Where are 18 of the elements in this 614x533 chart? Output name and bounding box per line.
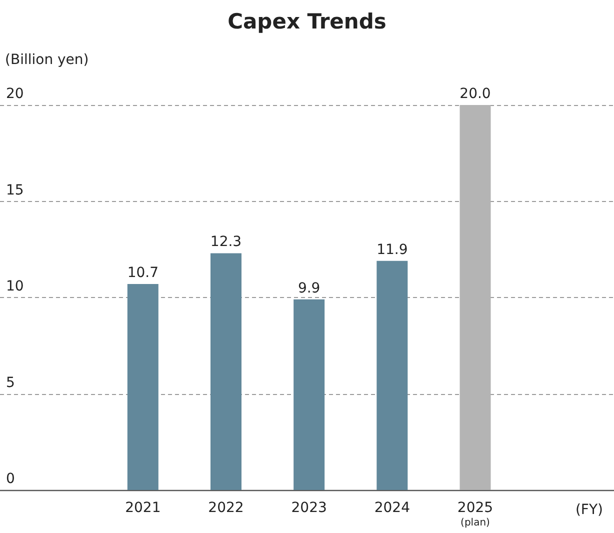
x-axis-title: (FY) — [575, 502, 604, 518]
x-tick-label: 2024 — [374, 500, 410, 516]
y-axis-title: (Billion yen) — [5, 52, 89, 68]
data-label: 9.9 — [298, 280, 320, 296]
y-tick-label: 0 — [6, 471, 15, 487]
x-tick-label: 2025 (plan) — [457, 500, 494, 528]
data-label: 10.7 — [127, 265, 158, 282]
data-label: 12.3 — [210, 234, 242, 250]
x-tick-label: 2023 — [291, 500, 327, 516]
y-tick-label: 20 — [6, 86, 24, 102]
x-tick-label: 2021 — [125, 500, 161, 516]
data-label: 20.0 — [460, 86, 491, 102]
y-tick-label: 10 — [6, 278, 24, 294]
data-label: 11.9 — [376, 242, 408, 258]
x-tick-label: 2022 — [208, 500, 244, 516]
y-tick-label: 15 — [6, 182, 24, 198]
chart-title: Capex Trends — [228, 10, 386, 34]
y-tick-label: 5 — [6, 374, 15, 391]
